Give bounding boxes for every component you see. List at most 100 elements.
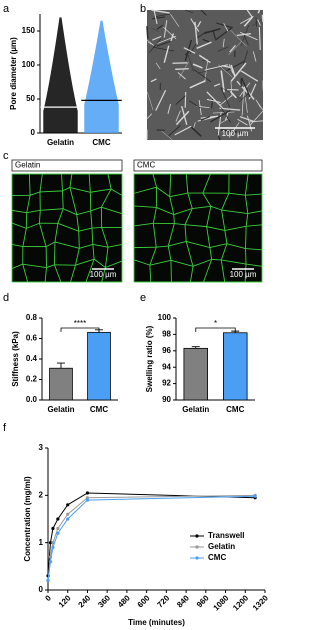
sem-fiber	[155, 90, 167, 111]
sem-fiber	[153, 46, 174, 52]
cell-edge	[61, 173, 63, 191]
cell-edge	[192, 258, 212, 267]
cell-edge	[88, 173, 91, 193]
sem-fiber	[170, 33, 175, 42]
cell-edge	[221, 259, 247, 265]
sem-fiber	[240, 77, 251, 98]
x-tick-label: CMC	[226, 405, 244, 414]
legend-marker	[195, 534, 199, 538]
cell-edge	[221, 193, 230, 211]
cell-edge	[245, 263, 263, 267]
sem-fiber	[243, 16, 254, 27]
cell-edge	[92, 244, 95, 260]
series-point	[66, 517, 70, 521]
cell-edge	[156, 245, 169, 248]
sem-fiber	[240, 70, 259, 82]
cell-edge	[70, 265, 76, 283]
cell-edge	[226, 243, 246, 249]
sem-fiber	[174, 125, 192, 136]
cell-edge	[169, 196, 175, 215]
cell-edge	[79, 243, 93, 249]
sem-fiber	[212, 111, 235, 114]
sem-fiber	[219, 94, 233, 107]
cell-edge	[11, 243, 23, 248]
y-tick-label: 2	[39, 490, 44, 499]
cell-edge	[54, 264, 62, 283]
cell-edge	[185, 241, 194, 267]
series-point	[51, 526, 55, 531]
sem-fiber	[226, 60, 245, 72]
sem-fiber	[178, 61, 189, 79]
cell-edge	[245, 213, 249, 227]
cell-edge	[57, 208, 64, 224]
cell-edge	[169, 192, 188, 198]
x-axis-label: Time (minutes)	[128, 618, 185, 627]
sem-fiber	[206, 91, 223, 109]
cell-edge	[156, 186, 171, 197]
cell-edge	[244, 195, 249, 214]
cell-edge	[90, 206, 102, 212]
y-tick-label: 0.8	[26, 313, 38, 322]
sem-fiber	[220, 87, 231, 108]
sem-fiber	[204, 28, 221, 34]
cell-edge	[247, 210, 263, 214]
series-point	[56, 517, 60, 521]
series-point	[66, 503, 70, 507]
cell-edge	[184, 224, 187, 242]
bar	[49, 367, 73, 401]
y-tick-label: 150	[22, 26, 36, 35]
bar	[183, 347, 208, 401]
cell-edge	[26, 222, 40, 229]
y-tick-label: 3	[39, 443, 44, 452]
cell-edge	[105, 260, 123, 268]
cell-edge	[202, 173, 211, 194]
series-point	[85, 496, 90, 500]
bar	[87, 331, 111, 401]
sem-fiber	[189, 79, 206, 89]
cell-edge	[220, 259, 226, 283]
x-tick-label: CMC	[92, 138, 110, 147]
y-tick-label: 92	[162, 379, 171, 388]
cell-edge	[174, 223, 186, 226]
cell-edge	[90, 188, 112, 193]
cell-edge	[78, 231, 80, 249]
sem-fiber	[185, 9, 194, 14]
sem-fiber	[213, 83, 221, 87]
image-label-box	[133, 159, 263, 172]
sem-fiber	[217, 46, 229, 52]
cell-edge	[169, 173, 172, 197]
legend-label: Gelatin	[208, 542, 235, 551]
cell-edge	[246, 224, 263, 227]
cell-edge	[206, 226, 211, 248]
series-point	[46, 578, 50, 583]
cell-edge	[91, 228, 94, 245]
sem-fiber	[150, 78, 157, 83]
sem-fiber	[204, 64, 228, 71]
sem-fiber	[238, 93, 249, 102]
sem-fiber	[159, 129, 173, 141]
cell-edge	[167, 245, 172, 261]
cell-edge	[149, 259, 172, 266]
scale-bar-label: 100 µm	[230, 270, 257, 279]
sem-fiber	[153, 9, 158, 25]
sem-fiber	[258, 27, 261, 51]
cell-edge	[40, 208, 64, 211]
sem-fiber	[246, 9, 253, 18]
cell-edge	[11, 222, 27, 229]
sem-fiber	[188, 100, 201, 109]
cell-edge	[44, 267, 47, 283]
legend-marker	[195, 545, 199, 549]
cell-edge	[187, 192, 193, 209]
cell-edge	[221, 209, 226, 231]
sem-fiber	[156, 24, 164, 30]
cell-edge	[39, 223, 47, 247]
cell-edge	[93, 258, 106, 268]
fluorescence-image	[134, 174, 262, 282]
sem-fiber	[252, 51, 257, 62]
sem-fiber	[240, 24, 250, 47]
cell-edge	[185, 173, 189, 194]
sem-fiber	[219, 107, 241, 111]
significance-label: ****	[74, 319, 86, 328]
cell-edge	[221, 209, 248, 214]
cell-edge	[92, 243, 109, 248]
